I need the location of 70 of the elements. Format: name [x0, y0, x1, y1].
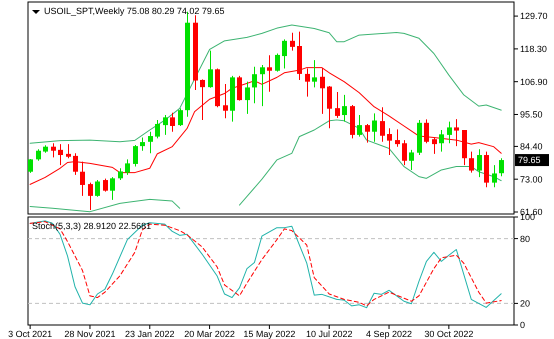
candlestick	[200, 78, 205, 120]
candlestick	[312, 60, 317, 88]
candlestick	[432, 136, 437, 154]
candlestick	[409, 149, 414, 170]
candlestick	[469, 151, 474, 174]
y-tick-label: 129.70	[520, 11, 548, 22]
candlestick	[327, 85, 332, 129]
candlestick	[66, 144, 71, 159]
candlestick	[103, 178, 108, 192]
candlestick	[380, 106, 385, 142]
x-tick-label: 3 Oct 2021	[8, 329, 52, 339]
candlestick	[133, 144, 138, 168]
line-series	[30, 24, 502, 144]
candlestick	[275, 52, 280, 72]
candlestick	[260, 64, 265, 107]
candlestick	[51, 142, 56, 158]
y-tick-label: 84.40	[520, 142, 543, 152]
y-tick-label: 95.50	[520, 110, 543, 120]
candlestick	[252, 66, 257, 104]
text: 79.65	[518, 155, 541, 166]
candlestick	[245, 81, 250, 114]
candlestick	[140, 136, 145, 152]
candlestick	[58, 144, 63, 166]
candlestick	[73, 152, 78, 176]
candlestick	[155, 119, 160, 139]
candlestick	[365, 123, 370, 144]
candlestick	[282, 38, 287, 69]
candlestick	[447, 121, 452, 144]
candlestick	[402, 140, 407, 166]
x-tick-label: 10 Jul 2022	[306, 329, 352, 339]
candlestick	[88, 182, 93, 210]
x-tick-label: 4 Sep 2022	[366, 329, 412, 339]
candlestick	[95, 180, 100, 198]
candlestick	[290, 32, 295, 52]
candlestick	[424, 118, 429, 144]
x-tick-label: 30 Oct 2022	[424, 329, 474, 339]
candlestick	[208, 50, 213, 88]
candlestick	[492, 164, 497, 188]
candlestick	[170, 112, 175, 132]
y-tick-label: 73.00	[520, 174, 543, 184]
candlestick	[395, 128, 400, 148]
candlestick	[499, 158, 504, 177]
candlestick	[118, 168, 123, 181]
x-tick-label: 23 Jan 2022	[124, 329, 175, 339]
candlestick	[125, 158, 130, 176]
candlestick	[178, 108, 183, 126]
candlestick	[477, 148, 482, 178]
candlestick	[163, 114, 168, 136]
y-tick-label: 20	[520, 298, 530, 309]
y-tick-label: 118.30	[520, 44, 547, 54]
candlestick	[237, 75, 242, 102]
x-tick-label: 15 May 2022	[243, 329, 296, 339]
candlestick	[454, 118, 459, 147]
candlestick	[387, 128, 392, 156]
candlestick	[342, 94, 347, 122]
y-tick-label: 106.90	[520, 76, 548, 87]
x-tick-label: 20 Mar 2022	[184, 329, 235, 339]
candlestick	[36, 148, 41, 162]
candlestick	[28, 158, 33, 174]
candlestick	[223, 83, 228, 119]
candlestick	[148, 131, 153, 154]
candlestick	[372, 112, 377, 142]
y-tick-label: 0	[520, 320, 526, 330]
y-tick-label: 80	[520, 234, 530, 244]
candlestick	[439, 130, 444, 152]
x-tick-label: 28 Nov 2021	[64, 329, 116, 339]
candlestick	[357, 114, 362, 138]
candlestick	[335, 92, 340, 118]
text: USOIL_SPT,Weekly 75.08 80.29 74.02 79.65	[44, 6, 224, 16]
candlestick	[110, 176, 115, 200]
